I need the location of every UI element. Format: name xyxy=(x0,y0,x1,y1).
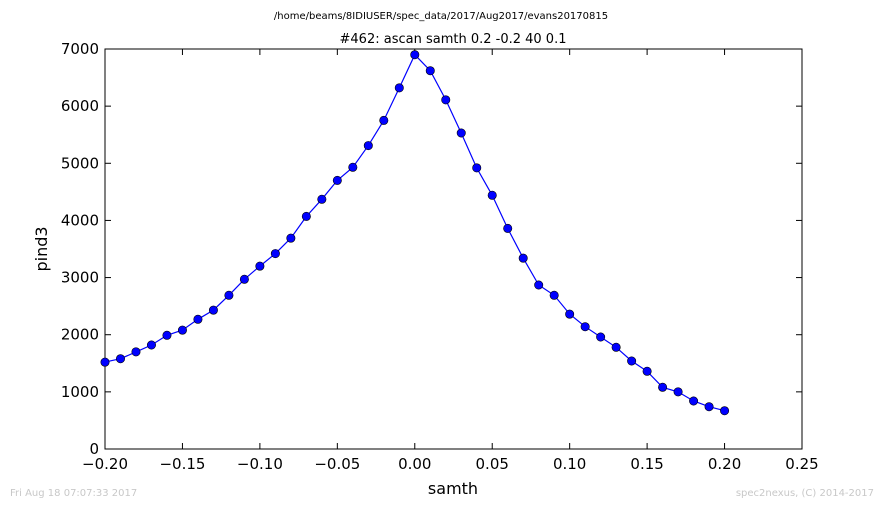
data-point xyxy=(704,402,714,412)
data-point xyxy=(689,396,699,406)
footer-timestamp: Fri Aug 18 07:07:33 2017 xyxy=(10,488,138,499)
x-axis: −0.20 −0.15 −0.10 −0.05 0.00 0.05 0.10 0.15 0.20… xyxy=(82,49,819,473)
y-tick-label: 0 xyxy=(89,440,99,458)
x-tick-label: 0.20 xyxy=(708,455,741,473)
data-point xyxy=(162,330,172,340)
y-tick-label: 1000 xyxy=(61,383,99,401)
data-point xyxy=(518,253,528,263)
data-point xyxy=(611,342,621,352)
data-point xyxy=(596,332,606,342)
x-tick-label: −0.10 xyxy=(237,455,283,473)
data-point xyxy=(208,305,218,315)
data-point xyxy=(487,190,497,200)
series-points xyxy=(100,50,730,416)
data-point xyxy=(146,340,156,350)
data-point xyxy=(394,83,404,93)
data-point xyxy=(456,128,466,138)
x-tick-label: 0.00 xyxy=(398,455,431,473)
data-point xyxy=(720,406,730,416)
data-point xyxy=(131,347,141,357)
x-tick-label: −0.20 xyxy=(82,455,128,473)
y-tick-label: 3000 xyxy=(61,269,99,287)
y-axis: 0 1000 2000 3000 4000 5000 6000 7000 xyxy=(61,40,802,458)
file-path-header: /home/beams/8IDIUSER/spec_data/2017/Aug2… xyxy=(274,11,608,22)
data-point xyxy=(503,223,513,233)
data-point xyxy=(100,357,110,367)
data-point xyxy=(673,387,683,397)
data-point xyxy=(317,194,327,204)
x-tick-label: 0.25 xyxy=(785,455,818,473)
y-axis-label: pind3 xyxy=(32,226,51,271)
data-point xyxy=(363,141,373,151)
chart-title: #462: ascan samth 0.2 -0.2 40 0.1 xyxy=(340,32,567,47)
data-point xyxy=(270,249,280,259)
data-point xyxy=(379,115,389,125)
y-tick-label: 2000 xyxy=(61,326,99,344)
y-tick-label: 6000 xyxy=(61,97,99,115)
footer-credit: spec2nexus, (C) 2014-2017 xyxy=(735,488,874,499)
data-point xyxy=(565,309,575,319)
data-point xyxy=(410,50,420,60)
data-point xyxy=(472,163,482,173)
data-point xyxy=(549,290,559,300)
data-point xyxy=(115,354,125,364)
data-point xyxy=(658,382,668,392)
y-tick-label: 5000 xyxy=(61,154,99,172)
x-tick-label: 0.10 xyxy=(553,455,586,473)
data-point xyxy=(425,66,435,76)
data-point xyxy=(348,162,358,172)
data-point xyxy=(580,322,590,332)
plot-area xyxy=(104,48,803,450)
x-tick-label: −0.15 xyxy=(159,455,205,473)
data-point xyxy=(441,95,451,105)
data-point xyxy=(627,356,637,366)
x-tick-label: −0.05 xyxy=(314,455,360,473)
data-point xyxy=(255,261,265,271)
data-point xyxy=(239,274,249,284)
x-axis-label: samth xyxy=(428,479,478,498)
data-point xyxy=(332,175,342,185)
data-point xyxy=(301,211,311,221)
x-tick-label: 0.15 xyxy=(630,455,663,473)
data-point xyxy=(286,233,296,243)
data-point xyxy=(224,290,234,300)
data-point xyxy=(193,314,203,324)
y-tick-label: 7000 xyxy=(61,40,99,58)
x-tick-label: 0.05 xyxy=(476,455,509,473)
y-tick-label: 4000 xyxy=(61,211,99,229)
data-point xyxy=(534,280,544,290)
data-point xyxy=(177,325,187,335)
data-point xyxy=(642,366,652,376)
